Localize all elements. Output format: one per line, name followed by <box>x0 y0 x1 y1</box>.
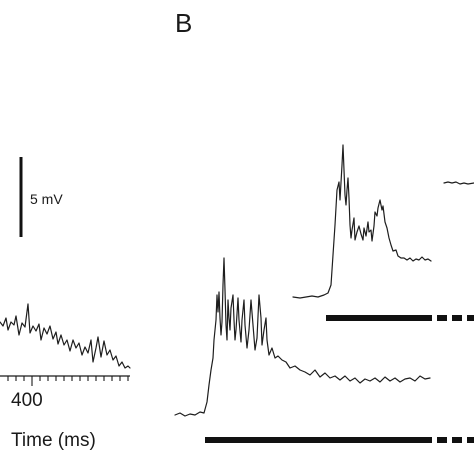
time-axis-ticks <box>7 376 129 386</box>
stimulus-bar-upper <box>326 315 474 321</box>
panel-b-lower-trace <box>174 257 431 417</box>
stimulus-bar-upper-dash-2 <box>452 315 462 321</box>
stimulus-bar-upper-dash-1 <box>437 315 447 321</box>
stimulus-bar-upper-dash-3 <box>467 315 474 321</box>
scale-bar-label: 5 mV <box>30 191 63 207</box>
stimulus-bar-lower <box>205 437 474 443</box>
panel-label-b: B <box>175 8 192 38</box>
stimulus-bar-lower-dash-1 <box>437 437 447 443</box>
panel-b-upper-trace <box>292 144 432 299</box>
time-axis-label: Time (ms) <box>11 430 96 451</box>
panel-b-edge-trace <box>443 181 474 185</box>
stimulus-bar-lower-solid <box>205 437 432 443</box>
time-axis: 400 Time (ms) <box>0 375 130 451</box>
left-panel-trace <box>0 303 131 369</box>
stimulus-bar-lower-dash-2 <box>452 437 462 443</box>
stimulus-bar-lower-dash-3 <box>467 437 474 443</box>
tick-label-400: 400 <box>11 390 43 411</box>
stimulus-bar-upper-solid <box>326 315 432 321</box>
voltage-scale-bar: 5 mV <box>19 157 63 237</box>
